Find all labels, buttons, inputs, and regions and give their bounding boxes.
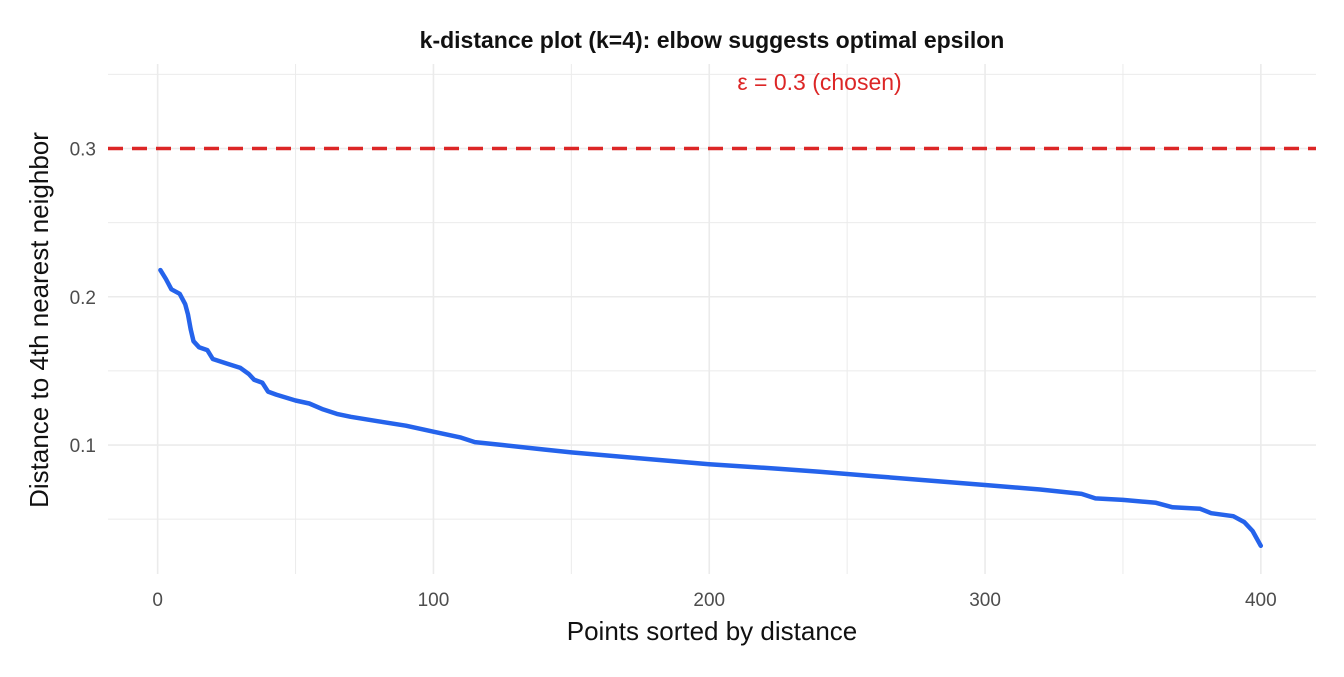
series-layer [158,267,1264,549]
chart-title: k-distance plot (k=4): elbow suggests op… [420,27,1005,53]
k-distance-line [158,267,1264,549]
y-axis-title: Distance to 4th nearest neighbor [24,132,54,508]
y-tick-label: 0.2 [70,288,96,309]
x-tick-labels: 0 100 200 300 400 [152,590,1276,611]
x-tick-label: 400 [1245,590,1277,611]
x-tick-label: 100 [418,590,450,611]
x-tick-label: 0 [152,590,163,611]
grid-major [108,64,1316,574]
y-tick-label: 0.3 [70,140,96,161]
x-axis-title: Points sorted by distance [567,616,858,646]
y-tick-label: 0.1 [70,436,96,457]
x-tick-label: 200 [693,590,725,611]
y-tick-labels: 0.1 0.2 0.3 [70,140,96,458]
grid-minor [108,64,1316,574]
x-tick-label: 300 [969,590,1001,611]
epsilon-annotation: ε = 0.3 (chosen) [737,69,901,95]
